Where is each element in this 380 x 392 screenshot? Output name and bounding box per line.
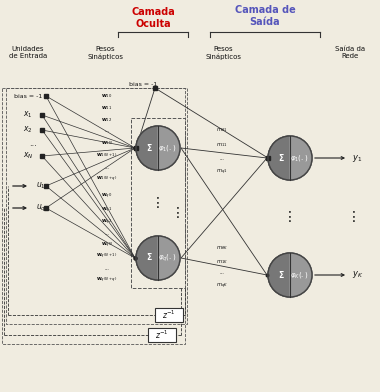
Circle shape bbox=[268, 253, 312, 297]
Wedge shape bbox=[158, 236, 180, 280]
Text: $x_2$: $x_2$ bbox=[23, 125, 33, 135]
Text: Σ: Σ bbox=[279, 154, 284, 163]
Wedge shape bbox=[158, 126, 180, 170]
Text: $u_1$: $u_1$ bbox=[36, 181, 46, 191]
Text: $\varphi_1(.)$: $\varphi_1(.)$ bbox=[290, 153, 308, 163]
Text: $m_{qK}$: $m_{qK}$ bbox=[216, 281, 228, 290]
Text: $y_1$: $y_1$ bbox=[352, 152, 362, 163]
Text: $\mathbf{w}_{1(N+q)}$: $\mathbf{w}_{1(N+q)}$ bbox=[96, 174, 118, 183]
Text: $m_{\theta 1}$: $m_{\theta 1}$ bbox=[216, 126, 228, 134]
Text: $y_K$: $y_K$ bbox=[352, 270, 363, 281]
Wedge shape bbox=[268, 253, 290, 297]
Text: $z^{-1}$: $z^{-1}$ bbox=[155, 329, 169, 341]
Text: $\mathbf{w}_{q0}$: $\mathbf{w}_{q0}$ bbox=[101, 191, 113, 201]
Wedge shape bbox=[136, 126, 158, 170]
Text: Saída da
Rede: Saída da Rede bbox=[335, 46, 365, 59]
Text: $m_{\theta K}$: $m_{\theta K}$ bbox=[216, 244, 228, 252]
Bar bbox=[2, 88, 185, 344]
Text: $m_{11}$: $m_{11}$ bbox=[216, 141, 228, 149]
Text: ⋮: ⋮ bbox=[347, 209, 361, 223]
Text: ...: ... bbox=[105, 265, 109, 270]
Text: $\mathbf{w}_{11}$: $\mathbf{w}_{11}$ bbox=[101, 104, 112, 112]
Text: ⋮: ⋮ bbox=[171, 206, 185, 220]
Text: ⋮: ⋮ bbox=[283, 209, 297, 223]
Text: $\mathbf{w}_{qN}$: $\mathbf{w}_{qN}$ bbox=[101, 240, 113, 250]
Text: $x_1$: $x_1$ bbox=[23, 110, 33, 120]
Text: $\varphi_q(.)$: $\varphi_q(.)$ bbox=[158, 252, 176, 264]
Bar bbox=[155, 308, 183, 322]
Text: $z^{-1}$: $z^{-1}$ bbox=[162, 309, 176, 321]
Text: ...: ... bbox=[29, 138, 37, 147]
Text: ...: ... bbox=[105, 129, 109, 134]
Text: $u_q$: $u_q$ bbox=[36, 202, 46, 214]
Bar bbox=[6, 88, 187, 324]
Text: ...: ... bbox=[105, 230, 109, 236]
Bar bbox=[131, 118, 185, 288]
Wedge shape bbox=[136, 236, 158, 280]
Wedge shape bbox=[290, 253, 312, 297]
Text: Σ: Σ bbox=[147, 143, 152, 152]
Text: $m_{q1}$: $m_{q1}$ bbox=[216, 167, 228, 177]
Text: bias = -1: bias = -1 bbox=[14, 94, 42, 98]
Text: Pesos
Sinápticos: Pesos Sinápticos bbox=[205, 46, 241, 60]
Text: $\mathbf{w}_{10}$: $\mathbf{w}_{10}$ bbox=[101, 92, 113, 100]
Bar bbox=[148, 328, 176, 342]
Text: $\mathbf{w}_{1(N+1)}$: $\mathbf{w}_{1(N+1)}$ bbox=[96, 151, 118, 159]
Text: Σ: Σ bbox=[147, 254, 152, 263]
Text: $m_{1K}$: $m_{1K}$ bbox=[216, 258, 228, 266]
Wedge shape bbox=[268, 136, 290, 180]
Wedge shape bbox=[290, 136, 312, 180]
Text: $\mathbf{w}_{q1}$: $\mathbf{w}_{q1}$ bbox=[101, 205, 112, 214]
Text: ...: ... bbox=[220, 270, 225, 276]
Text: $\mathbf{w}_{q(N+1)}$: $\mathbf{w}_{q(N+1)}$ bbox=[96, 251, 118, 261]
Text: ...: ... bbox=[220, 156, 225, 160]
Text: $\mathbf{w}_{q(N+q)}$: $\mathbf{w}_{q(N+q)}$ bbox=[96, 276, 118, 285]
Text: ...: ... bbox=[105, 165, 109, 169]
Text: Σ: Σ bbox=[279, 270, 284, 279]
Text: $\mathbf{w}_{12}$: $\mathbf{w}_{12}$ bbox=[101, 116, 112, 124]
Text: bias = -1: bias = -1 bbox=[129, 82, 157, 87]
Text: $\mathbf{w}_{1N}$: $\mathbf{w}_{1N}$ bbox=[101, 139, 113, 147]
Circle shape bbox=[136, 126, 180, 170]
Circle shape bbox=[268, 136, 312, 180]
Text: Camada
Oculta: Camada Oculta bbox=[131, 7, 175, 29]
Text: $\varphi_1(.)$: $\varphi_1(.)$ bbox=[158, 143, 176, 153]
Text: ⋮: ⋮ bbox=[151, 196, 165, 210]
Text: $\varphi_K(.)$: $\varphi_K(.)$ bbox=[290, 270, 308, 280]
Text: Unidades
de Entrada: Unidades de Entrada bbox=[9, 46, 47, 59]
Circle shape bbox=[136, 236, 180, 280]
Text: Camada de
Saída: Camada de Saída bbox=[234, 5, 295, 27]
Text: $\mathbf{w}_{q2}$: $\mathbf{w}_{q2}$ bbox=[101, 218, 112, 227]
Text: $x_N$: $x_N$ bbox=[23, 151, 33, 161]
Text: Pesos
Sinápticos: Pesos Sinápticos bbox=[87, 46, 123, 60]
